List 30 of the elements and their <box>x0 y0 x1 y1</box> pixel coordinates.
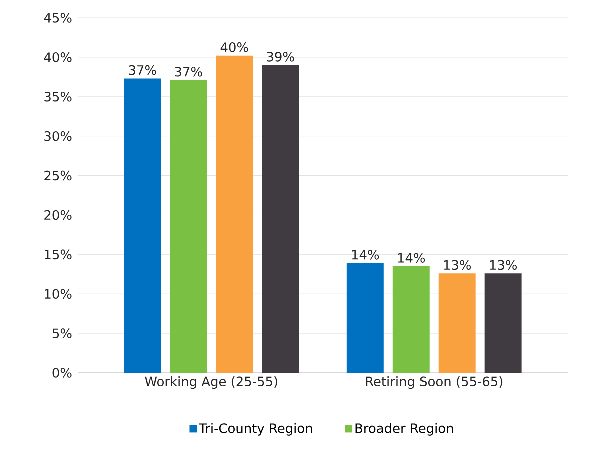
y-tick-label: 45% <box>44 13 72 23</box>
data-label: 14% <box>398 253 426 263</box>
data-label: 40% <box>220 42 248 52</box>
data-label: 37% <box>129 65 156 76</box>
y-tick-label: 40% <box>44 52 72 62</box>
y-tick-label: 25% <box>44 170 72 181</box>
data-label: 37% <box>175 67 202 77</box>
data-label: 14% <box>352 250 380 260</box>
y-tick-label: 0% <box>52 368 72 378</box>
y-tick-label: 5% <box>52 328 72 338</box>
x-tick-label: Retiring Soon (55-65) <box>366 376 503 390</box>
bar <box>392 266 430 373</box>
bar <box>216 56 254 373</box>
data-label: 13% <box>444 260 472 270</box>
bar <box>170 80 208 373</box>
bar <box>438 274 476 373</box>
bar <box>346 263 384 373</box>
y-tick-label: 30% <box>44 131 72 142</box>
bar <box>124 78 162 373</box>
data-label: 39% <box>267 52 294 62</box>
y-tick-label: 15% <box>45 250 72 260</box>
data-label: 13% <box>490 260 517 270</box>
y-tick-label: 20% <box>44 210 72 220</box>
x-tick-label: Working Age (25-55) <box>145 376 278 390</box>
bar <box>484 274 522 373</box>
legend-label: Tri-County Region <box>199 423 312 436</box>
legend-label: Broader Region <box>356 423 454 436</box>
y-tick-label: 35% <box>44 92 72 102</box>
bar <box>262 65 300 373</box>
y-tick-label: 10% <box>45 289 72 300</box>
